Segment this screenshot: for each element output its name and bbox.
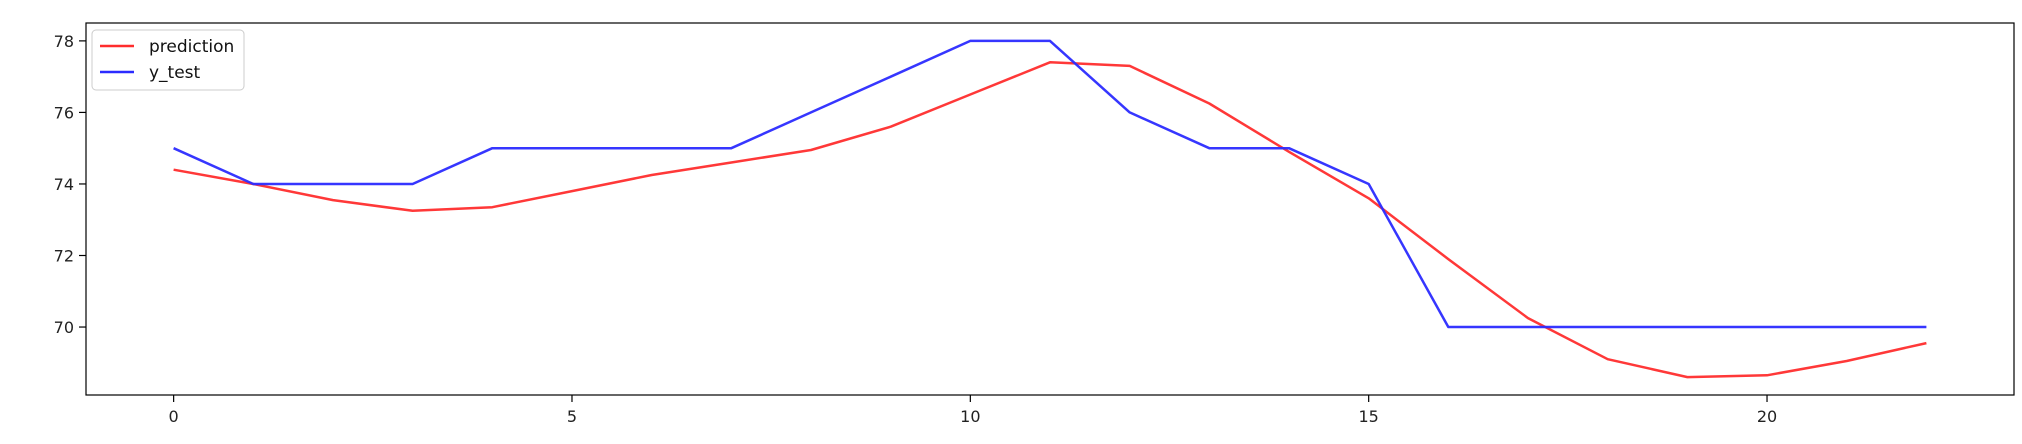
y-axis: 70 72 74 76 78 bbox=[54, 32, 86, 337]
series-line-prediction bbox=[173, 61, 1927, 379]
x-tick-label: 5 bbox=[567, 407, 577, 426]
plot-area bbox=[85, 22, 2015, 396]
x-tick-label: 10 bbox=[960, 407, 980, 426]
series-line-y-test bbox=[173, 39, 1927, 329]
legend-label-y-test: y_test bbox=[149, 63, 201, 83]
series-group bbox=[173, 39, 1927, 379]
y-tick-label: 70 bbox=[54, 318, 74, 337]
legend-label-prediction: prediction bbox=[149, 37, 234, 57]
y-tick-label: 74 bbox=[54, 175, 74, 194]
y-tick-label: 72 bbox=[54, 247, 74, 266]
y-tick-label: 76 bbox=[54, 103, 74, 122]
x-tick-label: 0 bbox=[169, 407, 179, 426]
x-axis: 0 5 10 15 20 bbox=[169, 395, 1777, 426]
legend: prediction y_test bbox=[91, 29, 245, 91]
y-tick-label: 78 bbox=[54, 32, 74, 51]
x-tick-label: 20 bbox=[1757, 407, 1777, 426]
x-tick-label: 15 bbox=[1358, 407, 1378, 426]
